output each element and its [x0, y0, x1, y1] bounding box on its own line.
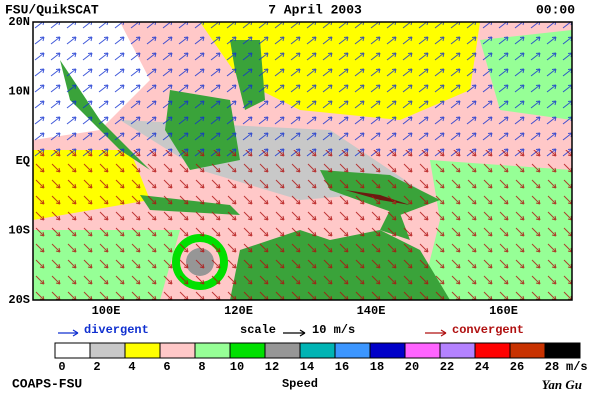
- colorbar-tick: 22: [440, 360, 454, 374]
- colorbar-swatch: [544, 342, 581, 359]
- lat-label: EQ: [16, 154, 30, 168]
- colorbar-tick: 24: [475, 360, 489, 374]
- colorbar-tick: 26: [510, 360, 524, 374]
- colorbar: 0 2 4 6 8 10 12 14 16 18 20 22 24 26 28 m/s: [54, 342, 588, 374]
- colorbar-swatch: [509, 342, 546, 359]
- lat-label: 10S: [8, 224, 30, 238]
- colorbar-swatch: [404, 342, 441, 359]
- lon-label: 160E: [489, 304, 518, 318]
- colorbar-swatch: [474, 342, 511, 359]
- scale-arrow: [283, 329, 306, 337]
- lon-labels: 100E 120E 140E 160E: [92, 304, 518, 318]
- credit: COAPS-FSU: [12, 376, 82, 391]
- lon-label: 120E: [224, 304, 253, 318]
- colorbar-swatch: [299, 342, 336, 359]
- map: [33, 22, 572, 300]
- lat-label: 10N: [8, 85, 30, 99]
- colorbar-swatch: [124, 342, 161, 359]
- colorbar-tick: 20: [405, 360, 419, 374]
- convergent-label: convergent: [452, 323, 524, 337]
- author: Yan Gu: [542, 377, 582, 392]
- convergent-arrow: [425, 329, 447, 337]
- scale-label: scale: [240, 323, 276, 337]
- colorbar-tick: 28: [545, 360, 559, 374]
- map-frame: [32, 21, 573, 301]
- divergent-label: divergent: [84, 323, 149, 337]
- colorbar-tick: 4: [128, 360, 135, 374]
- colorbar-swatch: [54, 342, 91, 359]
- divergent-arrow: [58, 329, 79, 337]
- colorbar-label: Speed: [282, 377, 318, 391]
- source: FSU/QuikSCAT: [5, 2, 99, 17]
- lat-label: 20S: [8, 293, 30, 307]
- lat-labels: 20N 10N EQ 10S 20S: [8, 15, 30, 307]
- colorbar-tick: 18: [370, 360, 384, 374]
- colorbar-tick: 10: [230, 360, 244, 374]
- colorbar-swatch: [439, 342, 476, 359]
- lat-label: 20N: [8, 15, 30, 29]
- date: 7 April 2003: [268, 2, 362, 17]
- colorbar-swatch: [194, 342, 231, 359]
- colorbar-tick: 2: [93, 360, 100, 374]
- lon-label: 100E: [92, 304, 121, 318]
- colorbar-swatch: [89, 342, 126, 359]
- colorbar-tick: 16: [335, 360, 349, 374]
- time: 00:00: [536, 2, 575, 17]
- colorbar-swatch: [334, 342, 371, 359]
- colorbar-swatch: [159, 342, 196, 359]
- colorbar-tick: 6: [163, 360, 170, 374]
- colorbar-tick: 14: [300, 360, 314, 374]
- colorbar-tick: 0: [58, 360, 65, 374]
- scale-value: 10 m/s: [312, 323, 355, 337]
- lon-label: 140E: [357, 304, 386, 318]
- colorbar-tick: 12: [265, 360, 279, 374]
- colorbar-tick: 8: [198, 360, 205, 374]
- colorbar-unit: m/s: [566, 360, 588, 374]
- colorbar-swatch: [264, 342, 301, 359]
- colorbar-swatch: [229, 342, 266, 359]
- colorbar-swatch: [369, 342, 406, 359]
